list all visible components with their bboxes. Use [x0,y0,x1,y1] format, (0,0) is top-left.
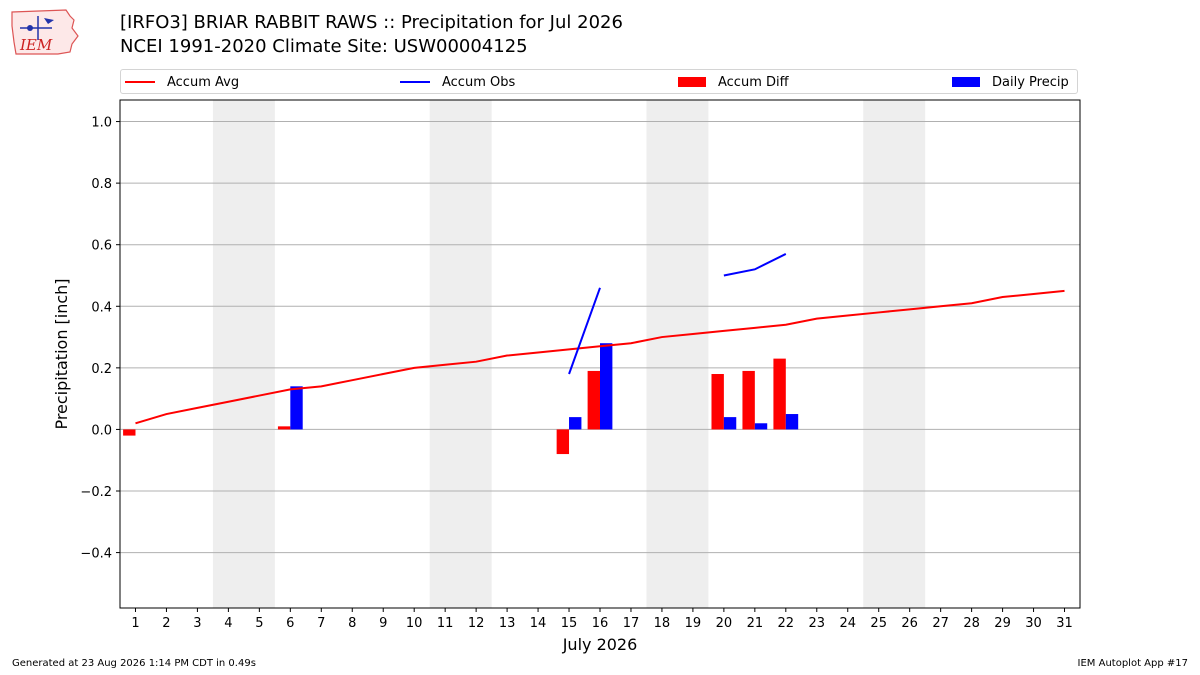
x-tick-label: 9 [379,616,387,631]
x-tick-label: 2 [162,616,170,631]
accum-diff-bar [277,426,291,430]
accum-diff-bar [742,370,755,430]
legend-swatch-accum-obs [400,81,430,83]
accum-obs-line [723,253,787,277]
x-tick-label: 31 [1056,616,1073,631]
x-tick-label: 5 [255,616,263,631]
chart-legend: Accum Avg Accum Obs Accum Diff Daily Pre… [120,69,1078,94]
x-tick-label: 27 [932,616,949,631]
x-tick-label: 12 [468,616,485,631]
legend-label-accum-avg: Accum Avg [167,74,240,90]
legend-swatch-accum-diff [678,77,706,87]
daily-precip-bar [569,417,582,430]
x-tick-label: 29 [994,616,1011,631]
accum-avg-line [135,289,1065,425]
legend-label-accum-obs: Accum Obs [442,74,516,90]
x-tick-label: 30 [1025,616,1042,631]
x-tick-label: 7 [317,616,325,631]
iem-logo: IEM [11,9,79,55]
x-tick-label: 23 [809,616,826,631]
legend-label-daily-precip: Daily Precip [992,74,1069,90]
x-tick-label: 8 [348,616,356,631]
x-tick-label: 22 [778,616,795,631]
x-tick-label: 10 [406,616,423,631]
svg-text:IEM: IEM [19,36,53,54]
x-tick-label: 24 [839,616,856,631]
weekend-shade [646,100,709,608]
x-tick-label: 17 [623,616,640,631]
legend-item-accum-avg: Accum Avg [125,70,239,94]
x-tick-label: 25 [870,616,887,631]
accum-diff-bar [773,358,786,430]
daily-precip-bar [600,343,613,430]
daily-precip-bar [723,417,737,430]
x-tick-label: 11 [437,616,454,631]
legend-item-accum-diff: Accum Diff [678,70,789,94]
weekend-shade [863,100,926,608]
x-axis-label: July 2026 [562,635,638,654]
y-tick-label: 0.8 [91,177,112,192]
accum-diff-bar [556,429,570,455]
legend-item-accum-obs: Accum Obs [400,70,515,94]
x-tick-label: 6 [286,616,294,631]
x-tick-label: 19 [685,616,702,631]
legend-label-accum-diff: Accum Diff [718,74,789,90]
y-tick-label: 0.6 [91,239,112,254]
y-axis-label: Precipitation [inch] [52,278,71,429]
plot-frame [119,99,1081,609]
legend-swatch-accum-avg [125,81,155,83]
legend-item-daily-precip: Daily Precip [952,70,1069,94]
y-tick-label: −0.4 [80,547,112,562]
y-tick-label: 1.0 [91,116,112,131]
y-tick-label: 0.4 [91,300,112,315]
x-tick-label: 18 [654,616,671,631]
accum-obs-line [568,287,601,375]
chart-title: [IRFO3] BRIAR RABBIT RAWS :: Precipitati… [120,12,623,33]
x-tick-label: 20 [716,616,733,631]
legend-swatch-daily-precip [952,77,980,87]
app-label: IEM Autoplot App #17 [1077,658,1188,669]
accum-diff-bar [587,370,600,430]
x-tick-label: 14 [530,616,547,631]
x-tick-label: 3 [193,616,201,631]
x-tick-label: 28 [963,616,980,631]
generated-timestamp: Generated at 23 Aug 2026 1:14 PM CDT in … [12,658,256,669]
x-tick-label: 15 [561,616,578,631]
daily-precip-bar [290,386,303,430]
daily-precip-bar [754,423,768,430]
y-tick-label: 0.0 [91,423,112,438]
x-tick-label: 1 [131,616,139,631]
accum-diff-bar [711,374,724,430]
chart-subtitle: NCEI 1991-2020 Climate Site: USW00004125 [120,36,528,57]
daily-precip-bar [785,414,799,430]
y-tick-label: 0.2 [91,362,112,377]
weekend-shade [429,100,492,608]
accum-diff-bar [123,429,136,436]
x-tick-label: 13 [499,616,516,631]
y-tick-label: −0.2 [80,485,112,500]
x-tick-label: 16 [592,616,609,631]
x-tick-label: 21 [747,616,764,631]
x-tick-label: 26 [901,616,918,631]
x-tick-label: 4 [224,616,232,631]
weekend-shade [212,100,275,608]
